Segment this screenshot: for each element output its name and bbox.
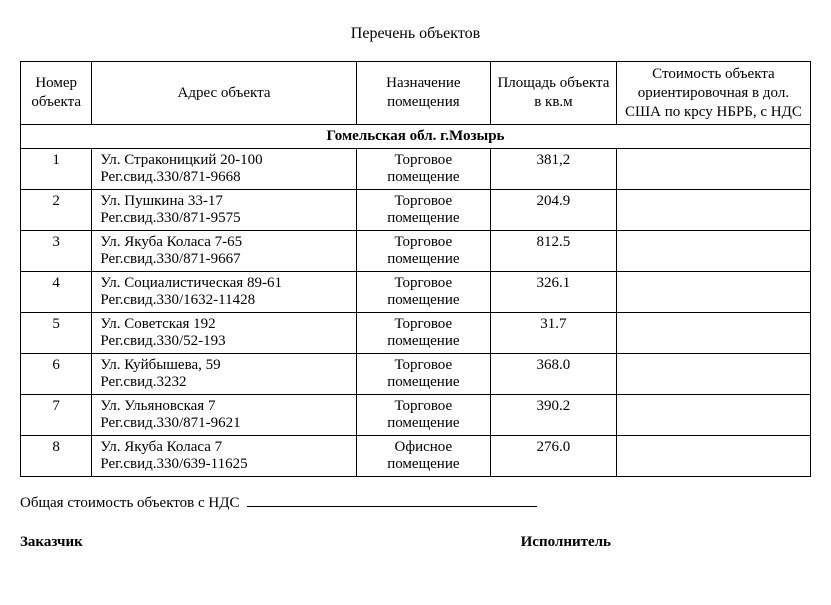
table-header-row: Номер объекта Адрес объекта Назначение п…	[21, 62, 811, 125]
signature-executor: Исполнитель	[521, 534, 611, 551]
purpose-line2: помещение	[363, 169, 484, 186]
purpose-line1: Торговое	[363, 316, 484, 333]
cell-purpose: Торговоепомещение	[356, 149, 490, 190]
total-cost-blank	[247, 506, 537, 507]
cell-purpose: Офисноепомещение	[356, 436, 490, 477]
purpose-line1: Торговое	[363, 357, 484, 374]
cell-address: Ул. Якуба Коласа 7-65Рег.свид.330/871-96…	[92, 231, 356, 272]
address-line1: Ул. Ульяновская 7	[100, 398, 349, 415]
cell-area: 390.2	[490, 395, 616, 436]
cell-area: 812.5	[490, 231, 616, 272]
cell-cost	[616, 395, 810, 436]
cell-cost	[616, 436, 810, 477]
cell-area: 276.0	[490, 436, 616, 477]
cell-purpose: Торговоепомещение	[356, 313, 490, 354]
cell-address: Ул. Пушкина 33-17Рег.свид.330/871-9575	[92, 190, 356, 231]
cell-num: 8	[21, 436, 92, 477]
signature-customer: Заказчик	[20, 534, 83, 551]
table-row: 5Ул. Советская 192Рег.свид.330/52-193Тор…	[21, 313, 811, 354]
cell-address: Ул. Социалистическая 89-61Рег.свид.330/1…	[92, 272, 356, 313]
table-row: 1Ул. Страконицкий 20-100Рег.свид.330/871…	[21, 149, 811, 190]
address-line2: Рег.свид.330/871-9621	[100, 415, 349, 432]
col-header-addr: Адрес объекта	[92, 62, 356, 125]
purpose-line2: помещение	[363, 210, 484, 227]
cell-num: 2	[21, 190, 92, 231]
address-line1: Ул. Якуба Коласа 7	[100, 439, 349, 456]
col-header-num: Номер объекта	[21, 62, 92, 125]
purpose-line1: Торговое	[363, 193, 484, 210]
address-line1: Ул. Пушкина 33-17	[100, 193, 349, 210]
cell-cost	[616, 231, 810, 272]
address-line2: Рег.свид.330/639-11625	[100, 456, 349, 473]
address-line2: Рег.свид.3232	[100, 374, 349, 391]
purpose-line2: помещение	[363, 333, 484, 350]
purpose-line1: Торговое	[363, 234, 484, 251]
total-cost-line: Общая стоимость объектов с НДС	[20, 495, 811, 512]
cell-area: 368.0	[490, 354, 616, 395]
table-row: 2Ул. Пушкина 33-17Рег.свид.330/871-9575Т…	[21, 190, 811, 231]
table-row: 6Ул. Куйбышева, 59Рег.свид.3232Торговоеп…	[21, 354, 811, 395]
total-cost-label: Общая стоимость объектов с НДС	[20, 495, 239, 511]
section-header-text: Гомельская обл. г.Мозырь	[21, 125, 811, 149]
cell-cost	[616, 190, 810, 231]
address-line1: Ул. Страконицкий 20-100	[100, 152, 349, 169]
table-row: 3Ул. Якуба Коласа 7-65Рег.свид.330/871-9…	[21, 231, 811, 272]
purpose-line1: Торговое	[363, 398, 484, 415]
cell-address: Ул. Якуба Коласа 7Рег.свид.330/639-11625	[92, 436, 356, 477]
address-line1: Ул. Советская 192	[100, 316, 349, 333]
cell-num: 3	[21, 231, 92, 272]
cell-num: 1	[21, 149, 92, 190]
address-line1: Ул. Куйбышева, 59	[100, 357, 349, 374]
cell-area: 204.9	[490, 190, 616, 231]
cell-address: Ул. Куйбышева, 59Рег.свид.3232	[92, 354, 356, 395]
purpose-line2: помещение	[363, 374, 484, 391]
cell-num: 5	[21, 313, 92, 354]
cell-address: Ул. Ульяновская 7Рег.свид.330/871-9621	[92, 395, 356, 436]
cell-num: 6	[21, 354, 92, 395]
address-line2: Рег.свид.330/1632-11428	[100, 292, 349, 309]
cell-purpose: Торговоепомещение	[356, 395, 490, 436]
table-row: 7Ул. Ульяновская 7Рег.свид.330/871-9621Т…	[21, 395, 811, 436]
cell-num: 4	[21, 272, 92, 313]
cell-cost	[616, 272, 810, 313]
purpose-line1: Торговое	[363, 275, 484, 292]
signatures-row: Заказчик Исполнитель	[20, 534, 811, 551]
address-line1: Ул. Социалистическая 89-61	[100, 275, 349, 292]
objects-table: Номер объекта Адрес объекта Назначение п…	[20, 61, 811, 477]
purpose-line1: Офисное	[363, 439, 484, 456]
address-line2: Рег.свид.330/52-193	[100, 333, 349, 350]
col-header-purpose: Назначение помещения	[356, 62, 490, 125]
purpose-line2: помещение	[363, 456, 484, 473]
cell-area: 326.1	[490, 272, 616, 313]
section-header-row: Гомельская обл. г.Мозырь	[21, 125, 811, 149]
table-row: 8Ул. Якуба Коласа 7Рег.свид.330/639-1162…	[21, 436, 811, 477]
cell-area: 381,2	[490, 149, 616, 190]
col-header-cost: Стоимость объекта ориентировочная в дол.…	[616, 62, 810, 125]
cell-purpose: Торговоепомещение	[356, 190, 490, 231]
cell-address: Ул. Советская 192Рег.свид.330/52-193	[92, 313, 356, 354]
cell-area: 31.7	[490, 313, 616, 354]
address-line2: Рег.свид.330/871-9668	[100, 169, 349, 186]
address-line2: Рег.свид.330/871-9667	[100, 251, 349, 268]
document-title: Перечень объектов	[20, 25, 811, 43]
cell-cost	[616, 149, 810, 190]
cell-purpose: Торговоепомещение	[356, 354, 490, 395]
purpose-line2: помещение	[363, 292, 484, 309]
address-line2: Рег.свид.330/871-9575	[100, 210, 349, 227]
cell-cost	[616, 313, 810, 354]
table-row: 4Ул. Социалистическая 89-61Рег.свид.330/…	[21, 272, 811, 313]
address-line1: Ул. Якуба Коласа 7-65	[100, 234, 349, 251]
purpose-line2: помещение	[363, 415, 484, 432]
purpose-line2: помещение	[363, 251, 484, 268]
cell-num: 7	[21, 395, 92, 436]
cell-purpose: Торговоепомещение	[356, 272, 490, 313]
purpose-line1: Торговое	[363, 152, 484, 169]
cell-address: Ул. Страконицкий 20-100Рег.свид.330/871-…	[92, 149, 356, 190]
cell-purpose: Торговоепомещение	[356, 231, 490, 272]
col-header-area: Площадь объекта в кв.м	[490, 62, 616, 125]
cell-cost	[616, 354, 810, 395]
